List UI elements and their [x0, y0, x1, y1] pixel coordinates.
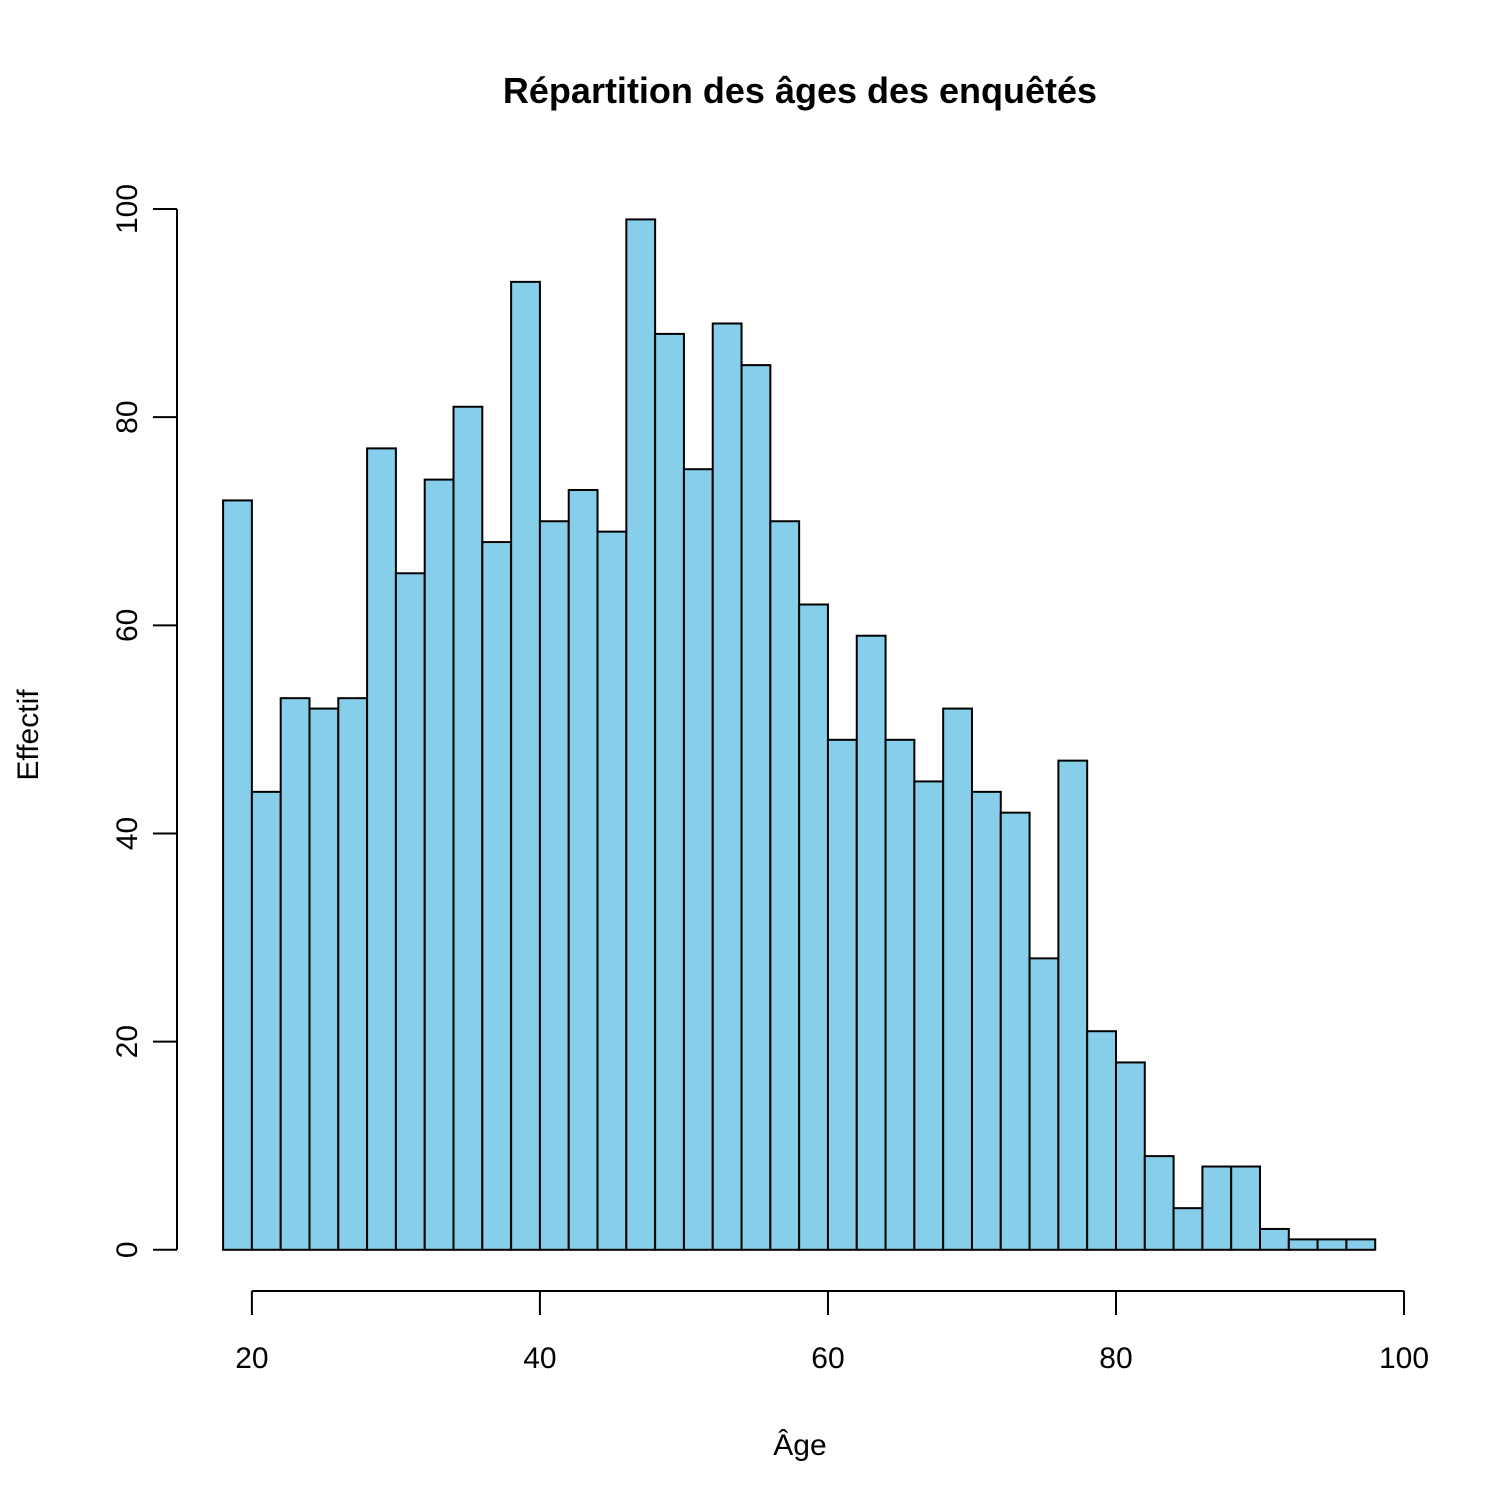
bar [308, 707, 340, 1251]
bar [711, 322, 743, 1251]
bar [567, 489, 599, 1251]
bar [1057, 759, 1089, 1251]
bar [798, 603, 829, 1251]
x-tick-label: 20 [235, 1342, 268, 1375]
bar [1259, 1227, 1290, 1251]
bar [222, 499, 253, 1251]
y-tick-label: 40 [111, 817, 144, 850]
bar [250, 790, 282, 1251]
bar [279, 697, 311, 1251]
y-tick-label: 80 [111, 400, 144, 433]
bar [913, 780, 945, 1251]
x-tick-label: 100 [1379, 1342, 1429, 1375]
x-axis-label: Âge [773, 1429, 826, 1462]
bar [366, 447, 397, 1251]
bar [625, 218, 657, 1251]
x-tick-label: 60 [811, 1342, 844, 1375]
bar [1086, 1030, 1117, 1251]
bar [884, 738, 916, 1251]
bar [538, 520, 570, 1251]
bar [481, 541, 513, 1251]
bar [682, 468, 714, 1251]
bar [769, 520, 801, 1251]
bar [855, 634, 887, 1251]
y-tick-label: 60 [111, 609, 144, 642]
bar [1345, 1238, 1377, 1251]
bar [1230, 1165, 1262, 1251]
bar [1316, 1238, 1348, 1251]
bar [970, 790, 1002, 1251]
bar [394, 572, 426, 1251]
bar [654, 332, 685, 1251]
y-tick-label: 100 [111, 184, 144, 234]
x-tick-label: 80 [1099, 1342, 1132, 1375]
bar [1172, 1207, 1204, 1251]
bar [452, 405, 484, 1251]
bar [337, 697, 369, 1251]
bar [1143, 1155, 1175, 1251]
x-tick-label: 40 [523, 1342, 556, 1375]
bar [1287, 1238, 1319, 1251]
chart-title: Répartition des âges des enquêtés [503, 70, 1097, 111]
bar [740, 364, 772, 1251]
bar [1028, 957, 1060, 1251]
bar [1201, 1165, 1233, 1251]
bar [596, 530, 628, 1251]
y-tick-label: 0 [111, 1241, 144, 1258]
bar [942, 707, 973, 1251]
bar [1114, 1061, 1146, 1251]
y-tick-label: 20 [111, 1025, 144, 1058]
bar [510, 280, 541, 1251]
bar [999, 811, 1031, 1251]
y-axis-label: Effectif [12, 689, 45, 781]
bar [423, 478, 455, 1251]
bar [826, 738, 858, 1251]
